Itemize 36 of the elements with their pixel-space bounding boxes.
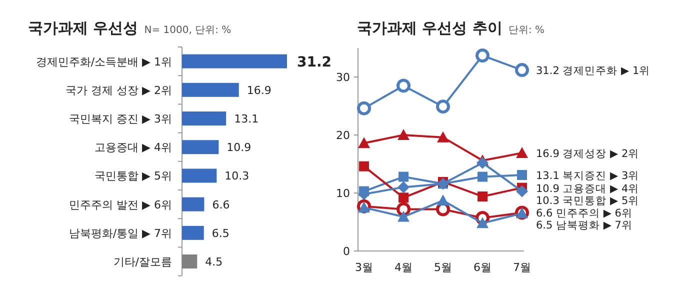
data-label: 10.3 [224, 170, 250, 183]
text: 10.9 고용증대 ▶ 4위 [536, 182, 640, 195]
x-tick-label: 5월 [434, 261, 452, 274]
x-tick-label: 3월 [355, 261, 373, 274]
y-tick-label: 국가 경제 성장 ▶ 2위 [66, 84, 172, 97]
y-tick-label: 국민통합 ▶ 5위 [94, 170, 172, 183]
x-tick-label: 6월 [474, 261, 492, 274]
chart-subtitle: 단위: % [508, 25, 545, 36]
y-tick-label: 경제민주화/소득분배 ▶ 1위 [36, 55, 172, 68]
data-label: 13.1 [234, 112, 259, 126]
text: 6.5 남북평화 ▶ 7위 [536, 220, 632, 232]
chart-title: 국가과제 우선성 추이 [357, 19, 502, 37]
data-label: 16.9 [246, 84, 272, 97]
text: 16.9 경제성장 ▶ 2위 [536, 148, 640, 160]
data-label: 10.9 [226, 141, 252, 154]
x-tick-label: 7월 [513, 261, 531, 274]
x-tick-label: 4월 [394, 261, 412, 274]
chart-subtitle: N= 1000, 단위: % [144, 25, 232, 36]
y-tick-label: 국민복지 증진 ▶ 3위 [69, 112, 172, 126]
text: 13.1 복지증진 ▶ 3위 [536, 170, 640, 182]
y-tick-label: 20 [336, 129, 350, 142]
text: 31.2 경제민주화 ▶ 1위 [536, 65, 650, 78]
y-tick-label: 기타/잘모름 [113, 256, 172, 268]
y-tick-label: 남북평화/통일 ▶ 7위 [68, 226, 172, 240]
y-tick-label: 10 [336, 187, 350, 200]
y-tick-label: 고용증대 ▶ 4위 [94, 141, 172, 154]
text: 10.3 국민통합 ▶ 5위 [536, 194, 640, 207]
chart-title: 국가과제 우선성 [28, 19, 138, 37]
y-tick-label: 30 [336, 71, 350, 84]
data-label: 6.6 [212, 198, 230, 212]
data-label: 4.5 [205, 256, 223, 268]
text: 6.6 민주주의 ▶ 6위 [536, 208, 632, 220]
data-label: 6.5 [212, 226, 230, 240]
y-tick-label: 0 [343, 245, 350, 258]
y-tick-label: 민주주의 발전 ▶ 6위 [69, 198, 172, 212]
data-label: 31.2 [297, 54, 332, 70]
